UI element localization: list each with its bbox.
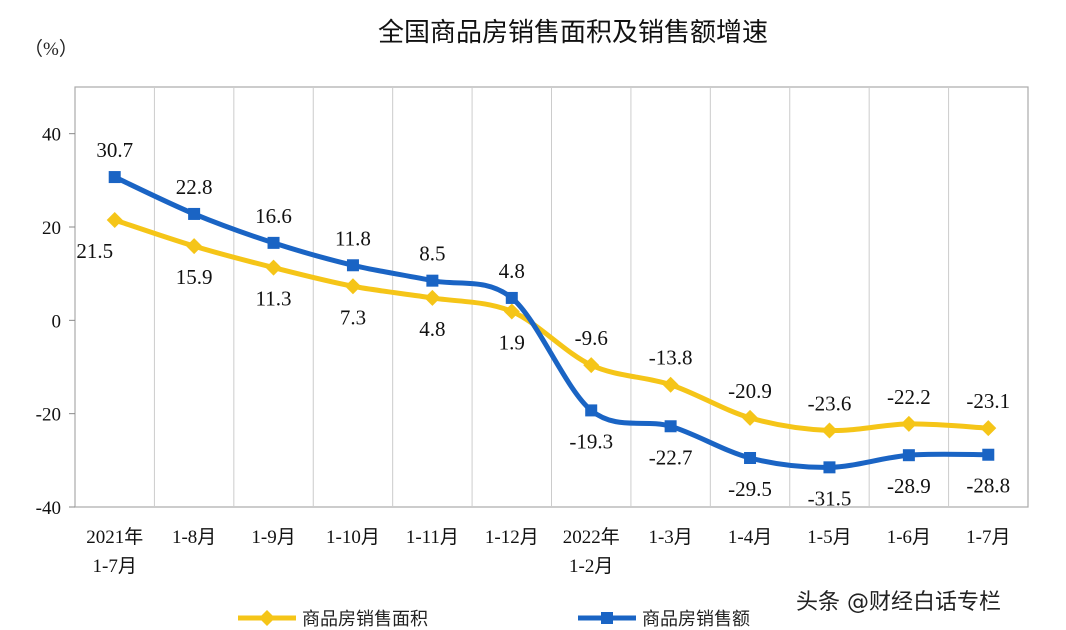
y-tick-label: 0 [52,311,62,332]
x-tick-label: 1-12月 [485,527,539,548]
legend-square-icon [601,612,613,624]
chart-title: 全国商品房销售面积及销售额增速 [377,18,768,48]
data-point-square [902,449,915,462]
y-axis-unit: （%） [24,39,78,60]
data-label: -29.5 [728,477,772,501]
x-tick-label: 1-5月 [807,527,851,548]
data-label: 30.7 [96,138,133,162]
data-label: -19.3 [569,429,613,453]
data-point-diamond [186,238,203,255]
legend-label: 商品房销售面积 [302,609,428,630]
data-label: -23.1 [966,389,1010,413]
x-tick-label: 1-2月 [569,556,613,577]
data-label: -31.5 [808,486,852,510]
data-point-diamond [265,259,282,276]
data-label: -13.8 [649,346,693,370]
data-point-diamond [662,376,679,393]
data-point-diamond [503,303,520,320]
data-label: -22.2 [887,385,931,409]
x-tick-label: 1-3月 [648,527,692,548]
data-point-diamond [980,420,997,437]
x-tick-label: 2022年 [563,526,620,548]
data-point-square [426,274,439,287]
data-point-square [346,259,359,272]
data-point-square [188,207,201,220]
data-label: 15.9 [176,265,213,289]
data-point-square [267,236,280,249]
data-label: 21.5 [76,239,113,263]
y-tick-label: -40 [36,498,61,519]
x-tick-label: 1-7月 [966,527,1010,548]
data-point-diamond [424,289,441,306]
data-point-square [744,452,757,464]
data-label: 4.8 [419,317,445,341]
data-label: -20.9 [728,379,772,403]
legend-label: 商品房销售额 [642,609,750,630]
data-label: 22.8 [176,175,213,199]
data-point-square [823,461,836,474]
y-tick-label: -20 [36,405,61,426]
data-point-diamond [900,415,917,432]
data-point-square [108,171,121,184]
data-point-diamond [344,278,361,295]
data-label: -23.6 [808,391,852,415]
data-point-diamond [742,409,759,426]
data-point-square [505,291,518,304]
data-point-square [982,448,995,461]
data-label: 8.5 [419,242,445,266]
x-tick-label: 1-11月 [406,527,459,548]
data-point-square [664,420,677,433]
x-tick-label: 1-8月 [172,527,216,548]
watermark: 头条 @财经白话专栏 [796,590,1001,615]
x-tick-label: 1-7月 [93,556,137,577]
x-tick-label: 1-4月 [728,527,772,548]
y-tick-label: 20 [42,218,61,239]
data-label: 11.3 [256,287,292,311]
data-label: 1.9 [499,330,525,354]
legend-diamond-icon [259,610,275,626]
data-label: -28.9 [887,474,931,498]
data-label: 7.3 [340,305,366,329]
y-tick-label: 40 [42,125,61,146]
data-label: 16.6 [255,204,292,228]
x-tick-label: 1-6月 [887,527,931,548]
data-label: -9.6 [575,326,608,350]
data-point-diamond [583,357,600,374]
data-point-diamond [821,422,838,439]
data-point-square [585,404,598,417]
data-label: -28.8 [966,474,1010,498]
data-label: -22.7 [649,445,693,469]
data-label: 11.8 [335,226,371,250]
x-tick-label: 2021年 [86,526,143,548]
x-tick-label: 1-10月 [326,527,380,548]
x-tick-label: 1-9月 [251,527,295,548]
data-label: 4.8 [499,259,525,283]
data-point-diamond [106,212,123,228]
